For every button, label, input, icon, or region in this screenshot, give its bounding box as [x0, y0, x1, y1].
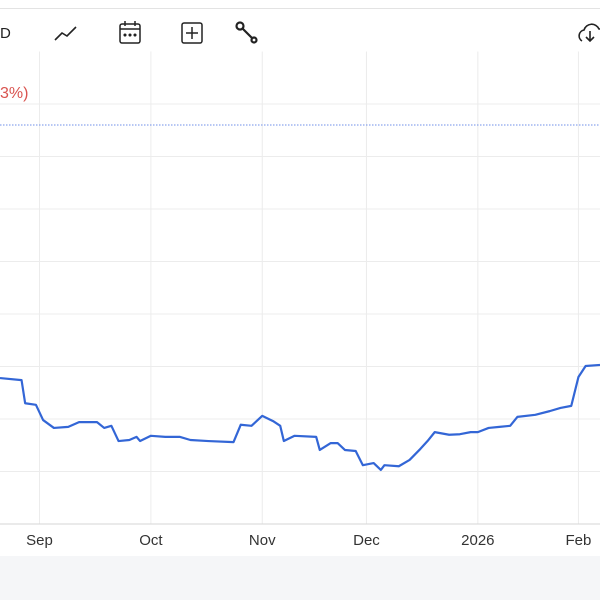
x-tick-label: Nov [249, 532, 276, 549]
add-tool[interactable] [181, 22, 203, 44]
x-tick-label: Dec [353, 532, 380, 549]
x-tick-label: Sep [26, 532, 53, 549]
calendar-tool[interactable] [119, 21, 141, 44]
change-text: 3%) [0, 85, 28, 102]
settings-tool[interactable] [235, 21, 258, 44]
navigator-band [0, 556, 600, 600]
symbol-text: D [0, 25, 11, 42]
line-tool[interactable] [54, 26, 77, 41]
x-tick-label: 2026 [461, 532, 494, 549]
download-tool[interactable] [578, 23, 600, 43]
x-tick-label: Feb [566, 532, 592, 549]
x-tick-label: Oct [139, 532, 163, 549]
price-line [0, 363, 600, 472]
